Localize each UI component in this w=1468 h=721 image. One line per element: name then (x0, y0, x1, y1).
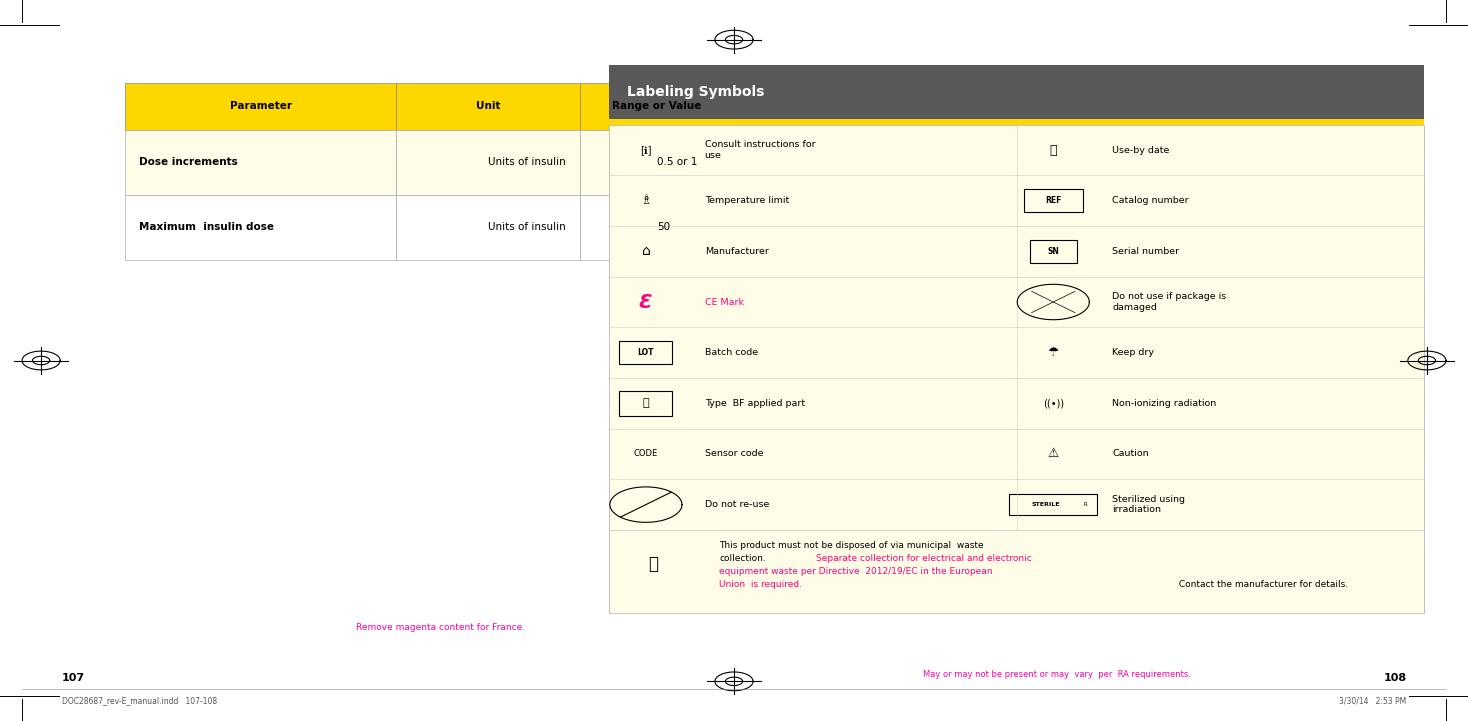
Bar (125, 83, 396, 130)
Text: 108: 108 (1383, 673, 1406, 683)
Text: ⌛: ⌛ (1050, 143, 1057, 156)
Text: Do not use if package is
damaged: Do not use if package is damaged (1113, 292, 1226, 311)
Text: Manufacturer: Manufacturer (705, 247, 769, 256)
Text: Sensor code: Sensor code (705, 449, 763, 459)
Text: Units of insulin: Units of insulin (487, 157, 565, 167)
Text: ⌂: ⌂ (642, 244, 650, 258)
Bar (619, 341, 672, 364)
Text: Dose increments: Dose increments (139, 157, 238, 167)
Text: CE Mark: CE Mark (705, 298, 744, 306)
Text: Consult instructions for
use: Consult instructions for use (705, 141, 815, 160)
Bar (609, 119, 1424, 125)
Text: [ℹ]: [ℹ] (640, 145, 652, 155)
Text: 🚮: 🚮 (649, 555, 658, 573)
Text: SN: SN (1047, 247, 1060, 256)
Text: Catalog number: Catalog number (1113, 196, 1189, 205)
Text: REF: REF (1045, 196, 1061, 205)
Text: Batch code: Batch code (705, 348, 757, 357)
Bar (1025, 190, 1083, 212)
Text: ☂: ☂ (1048, 346, 1058, 359)
Text: May or may not be present or may  vary  per  RA requirements.: May or may not be present or may vary pe… (923, 670, 1191, 678)
Text: STERILE: STERILE (1032, 502, 1060, 507)
Text: Ɛ: Ɛ (639, 293, 653, 311)
Text: Labeling Symbols: Labeling Symbols (627, 85, 765, 99)
Text: Range or Value: Range or Value (612, 102, 702, 111)
Text: ♗: ♗ (640, 194, 652, 207)
Text: collection.: collection. (719, 554, 766, 562)
Text: CODE: CODE (634, 449, 658, 459)
Bar (609, 125, 1424, 613)
Text: 107: 107 (62, 673, 85, 683)
Text: equipment waste per Directive  2012/19/EC in the European: equipment waste per Directive 2012/19/EC… (719, 567, 992, 575)
Text: Temperature limit: Temperature limit (705, 196, 788, 205)
Text: Keep dry: Keep dry (1113, 348, 1154, 357)
Text: DOC28687_rev-E_manual.indd   107-108: DOC28687_rev-E_manual.indd 107-108 (62, 696, 217, 705)
Bar (396, 130, 580, 195)
Text: R: R (1083, 502, 1088, 507)
Text: Parameter: Parameter (229, 102, 292, 111)
Bar (1010, 495, 1098, 515)
Text: Separate collection for electrical and electronic: Separate collection for electrical and e… (816, 554, 1032, 562)
Text: 50: 50 (658, 222, 669, 232)
Bar (1029, 240, 1078, 262)
Bar (396, 195, 580, 260)
Text: Unit: Unit (476, 102, 501, 111)
Bar (125, 195, 396, 260)
Text: Do not re-use: Do not re-use (705, 500, 769, 509)
Text: Serial number: Serial number (1113, 247, 1179, 256)
Text: Units of insulin: Units of insulin (487, 222, 565, 232)
Text: This product must not be disposed of via municipal  waste: This product must not be disposed of via… (719, 541, 984, 549)
Bar (580, 195, 734, 260)
Text: Union  is required.: Union is required. (719, 580, 803, 588)
Text: Type  BF applied part: Type BF applied part (705, 399, 804, 408)
Text: 3/30/14   2:53 PM: 3/30/14 2:53 PM (1339, 696, 1406, 705)
Text: 0.5 or 1: 0.5 or 1 (658, 157, 697, 167)
Text: ((•)): ((•)) (1042, 398, 1064, 408)
Text: LOT: LOT (637, 348, 655, 357)
Bar (619, 391, 672, 416)
Bar (609, 65, 1424, 119)
Text: Maximum  insulin dose: Maximum insulin dose (139, 222, 275, 232)
Bar (396, 83, 580, 130)
Text: Use-by date: Use-by date (1113, 146, 1170, 154)
Bar (125, 130, 396, 195)
Bar (580, 83, 734, 130)
Text: Non-ionizing radiation: Non-ionizing radiation (1113, 399, 1217, 408)
Text: Remove magenta content for France.: Remove magenta content for France. (355, 623, 526, 632)
Text: ⚠: ⚠ (1048, 448, 1058, 461)
Text: ⚹: ⚹ (643, 398, 649, 408)
Text: Contact the manufacturer for details.: Contact the manufacturer for details. (1176, 580, 1348, 588)
Text: Caution: Caution (1113, 449, 1148, 459)
Text: Sterilized using
irradiation: Sterilized using irradiation (1113, 495, 1185, 514)
Bar (580, 130, 734, 195)
